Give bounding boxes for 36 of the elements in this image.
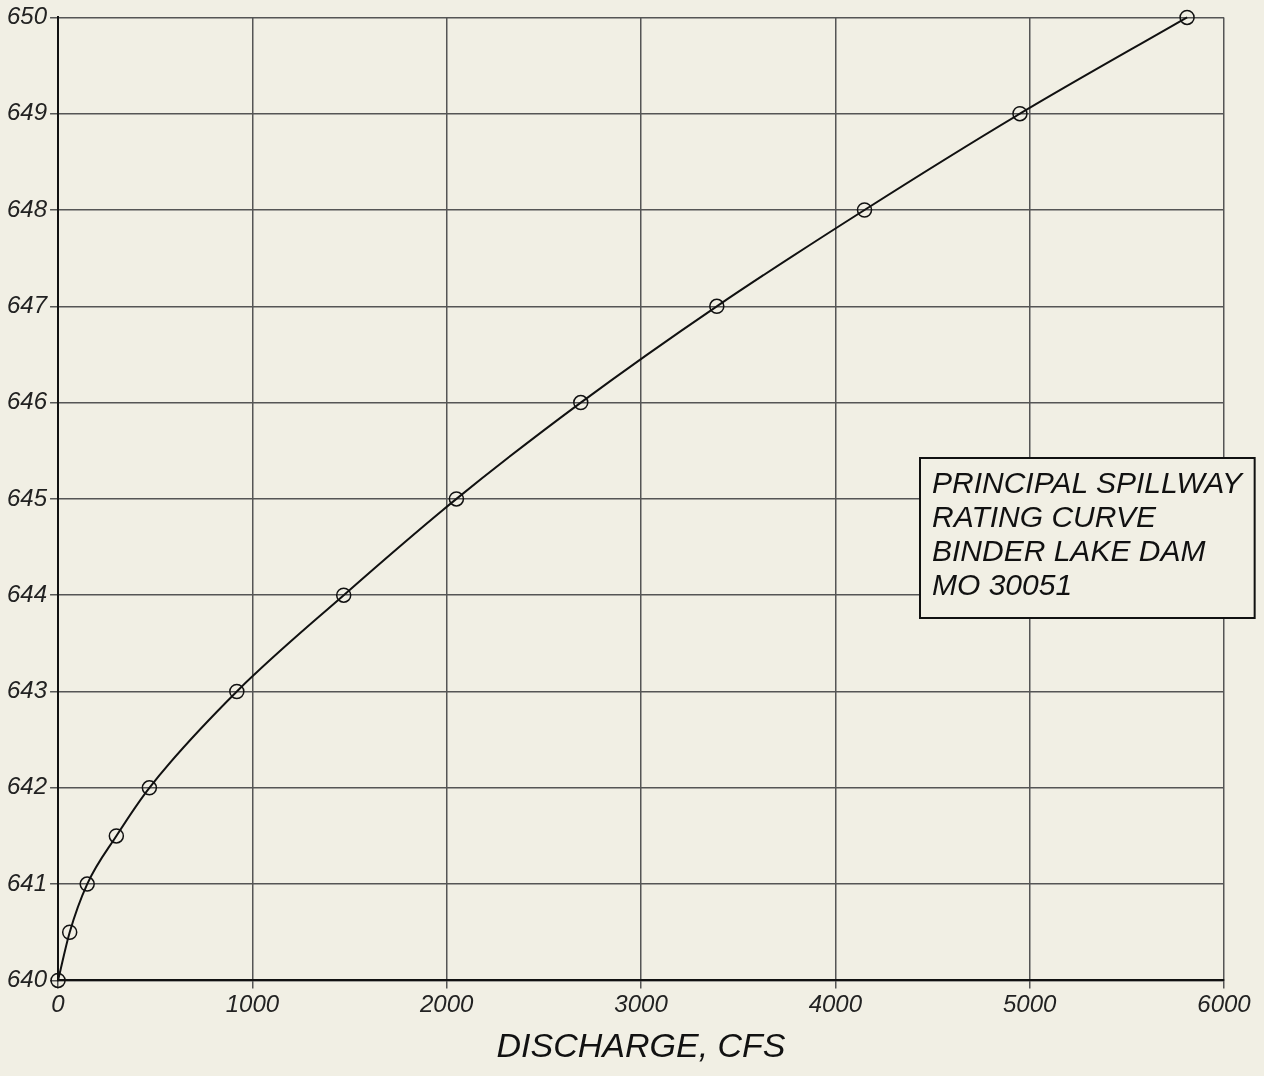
x-tick-label: 5000 — [1002, 990, 1058, 1018]
x-tick-label: 2000 — [419, 990, 475, 1018]
point — [79, 876, 95, 892]
point — [141, 780, 158, 796]
point — [1179, 9, 1195, 26]
x-tick-label: 3000 — [614, 990, 669, 1018]
annotation: MO 30051 — [932, 568, 1073, 602]
y-tick-label: 641 — [7, 868, 48, 896]
point — [335, 587, 352, 603]
y-tick-label: 642 — [7, 772, 48, 800]
point — [108, 828, 125, 844]
point — [448, 491, 465, 507]
y-tick-label: 649 — [7, 98, 48, 126]
point — [709, 298, 725, 315]
point — [229, 683, 245, 700]
x-tick-label: 6000 — [1197, 990, 1252, 1018]
y-tick-label: 646 — [7, 387, 48, 415]
y-tick-label: 647 — [7, 290, 49, 318]
y-tick-label: 645 — [7, 483, 48, 511]
annotation: RATING CURVE — [932, 500, 1157, 534]
point — [573, 394, 589, 411]
y-tick-label: 648 — [7, 194, 48, 222]
annotation: BINDER LAKE DAM — [932, 534, 1206, 568]
annotation: PRINCIPAL SPILLWAY — [932, 466, 1245, 500]
x-tick-label: 1000 — [225, 990, 280, 1018]
y-tick-label: 643 — [7, 676, 48, 704]
x-tick-label: 0 — [51, 990, 66, 1018]
point — [50, 972, 66, 989]
x-tick-label: 4000 — [808, 990, 863, 1018]
point — [856, 202, 873, 218]
point — [61, 924, 78, 940]
y-tick-label: 650 — [7, 2, 48, 30]
point — [1012, 105, 1028, 122]
y-tick-label: 640 — [7, 965, 48, 993]
x-axis-title: DISCHARGE, CFS — [496, 1026, 786, 1065]
y-tick-label: 644 — [7, 579, 48, 607]
